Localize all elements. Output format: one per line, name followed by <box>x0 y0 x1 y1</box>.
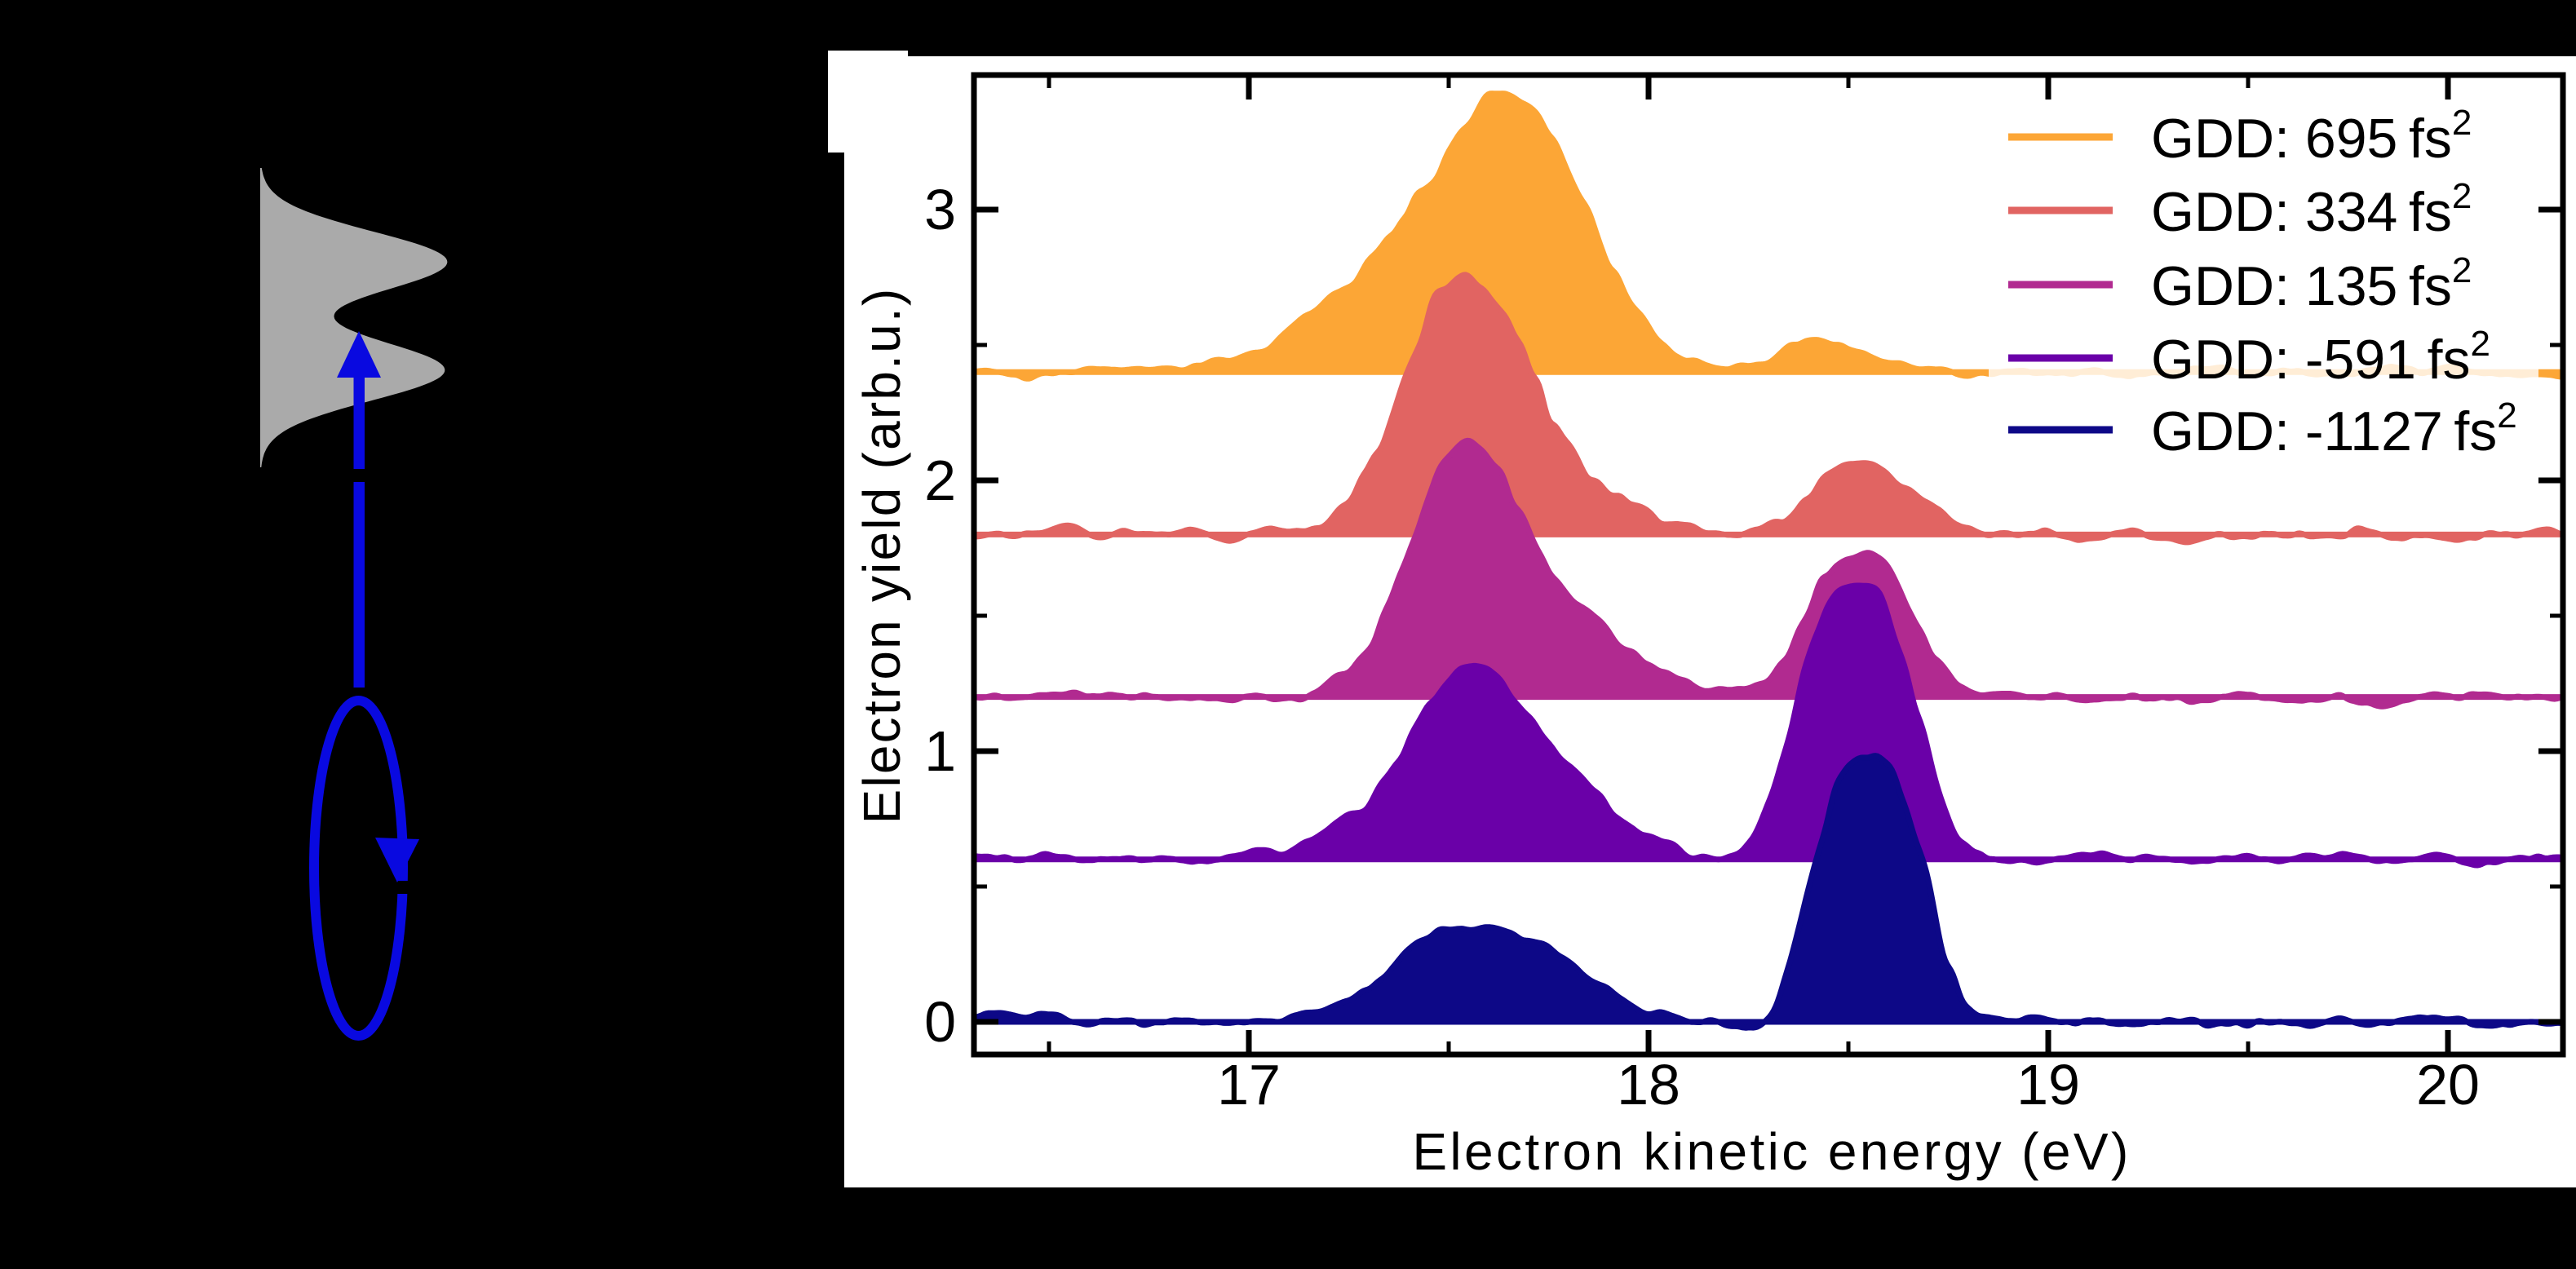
svg-text:GDD: 135 fs2: GDD: 135 fs2 <box>2151 250 2472 317</box>
svg-text:20: 20 <box>2416 1053 2480 1116</box>
svg-text:1: 1 <box>924 719 956 783</box>
svg-text:0: 0 <box>924 990 956 1054</box>
svg-text:19: 19 <box>2016 1053 2080 1116</box>
svg-text:GDD: 695 fs2: GDD: 695 fs2 <box>2151 103 2472 170</box>
svg-text:2: 2 <box>924 449 956 512</box>
svg-text:GDD: 334 fs2: GDD: 334 fs2 <box>2151 176 2472 243</box>
svg-text:17: 17 <box>1217 1053 1281 1116</box>
svg-text:Electron kinetic energy (eV): Electron kinetic energy (eV) <box>1412 1122 2131 1181</box>
svg-text:Electron yield (arb.u.): Electron yield (arb.u.) <box>852 287 911 825</box>
svg-text:3: 3 <box>924 178 956 241</box>
svg-text:GDD: -591 fs2: GDD: -591 fs2 <box>2151 324 2490 391</box>
svg-text:18: 18 <box>1617 1053 1680 1116</box>
svg-text:GDD: -1127 fs2: GDD: -1127 fs2 <box>2151 396 2517 462</box>
